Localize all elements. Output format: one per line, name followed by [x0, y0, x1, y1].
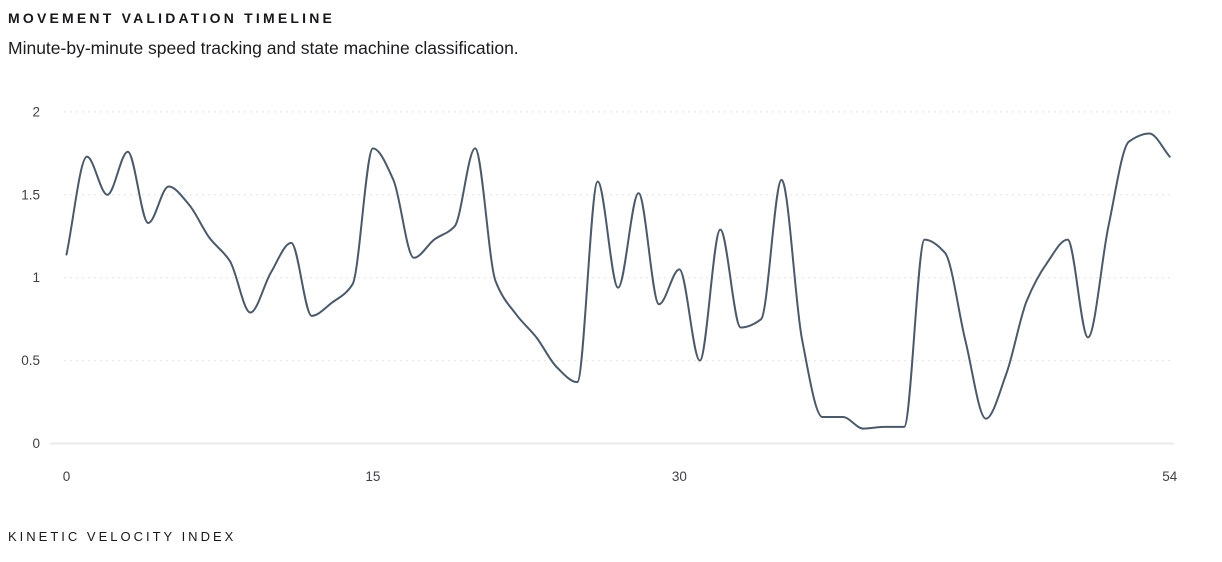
chart-footer-label: KINETIC VELOCITY INDEX [8, 529, 237, 544]
x-tick-label: 54 [1162, 469, 1178, 484]
x-tick-label: 0 [63, 469, 71, 484]
x-tick-label: 30 [672, 469, 687, 484]
y-tick-label: 1.5 [21, 187, 40, 202]
velocity-series-line [65, 132, 1171, 430]
y-tick-label: 2 [32, 104, 40, 119]
y-tick-label: 1 [32, 270, 40, 285]
x-tick-label: 15 [365, 469, 380, 484]
chart-title: MOVEMENT VALIDATION TIMELINE [8, 10, 336, 26]
chart-subtitle: Minute-by-minute speed tracking and stat… [8, 38, 519, 58]
y-tick-label: 0.5 [21, 353, 40, 368]
y-tick-label: 0 [32, 436, 40, 451]
